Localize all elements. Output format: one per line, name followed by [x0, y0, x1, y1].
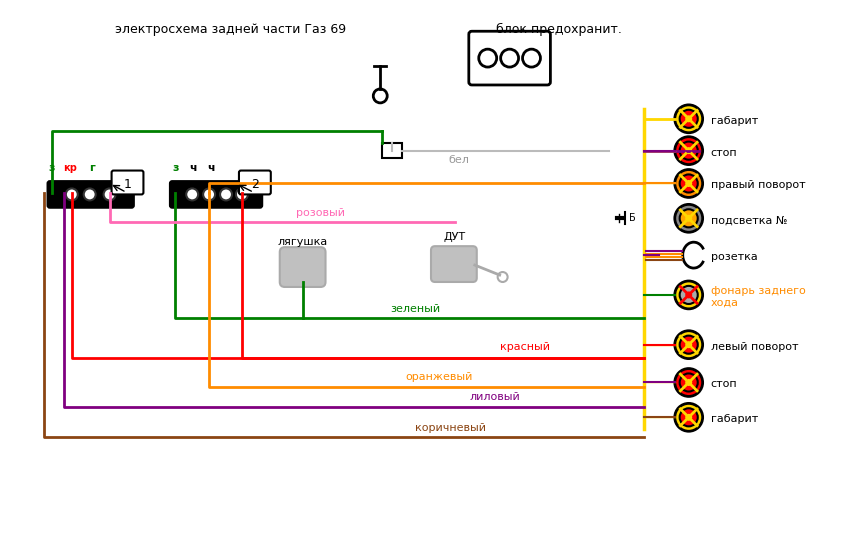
Circle shape	[679, 174, 697, 193]
FancyBboxPatch shape	[468, 31, 550, 85]
Circle shape	[679, 408, 697, 426]
FancyBboxPatch shape	[112, 171, 144, 194]
Text: кр: кр	[63, 162, 77, 172]
Circle shape	[84, 189, 96, 200]
Circle shape	[220, 189, 232, 200]
Text: 1: 1	[124, 178, 132, 191]
Circle shape	[686, 380, 691, 385]
Circle shape	[523, 49, 541, 67]
Circle shape	[203, 189, 215, 200]
Text: ДУТ: ДУТ	[443, 232, 466, 242]
Text: правый поворот: правый поворот	[710, 180, 805, 190]
Text: ч: ч	[208, 162, 215, 172]
Circle shape	[65, 189, 77, 200]
Text: оранжевый: оранжевый	[406, 372, 473, 382]
Text: стоп: стоп	[710, 380, 737, 389]
Text: блок предохранит.: блок предохранит.	[497, 23, 623, 36]
Circle shape	[679, 142, 697, 160]
Circle shape	[679, 335, 697, 354]
Circle shape	[686, 181, 691, 186]
Circle shape	[686, 148, 691, 153]
Circle shape	[479, 49, 497, 67]
Circle shape	[675, 204, 703, 232]
Circle shape	[679, 110, 697, 128]
Circle shape	[679, 286, 697, 304]
Text: лиловый: лиловый	[470, 393, 521, 403]
Text: подсветка №: подсветка №	[710, 215, 787, 225]
Circle shape	[186, 189, 198, 200]
Text: ч: ч	[189, 162, 197, 172]
Circle shape	[374, 89, 387, 103]
Circle shape	[498, 272, 508, 282]
Text: стоп: стоп	[710, 148, 737, 157]
FancyBboxPatch shape	[48, 181, 133, 207]
Circle shape	[686, 116, 691, 122]
FancyBboxPatch shape	[382, 143, 402, 157]
Circle shape	[686, 342, 691, 347]
Circle shape	[675, 281, 703, 309]
Text: 2: 2	[251, 178, 259, 191]
Text: габарит: габарит	[710, 116, 758, 126]
Text: фонарь заднего
хода: фонарь заднего хода	[710, 286, 805, 307]
Text: розовый: розовый	[295, 208, 344, 218]
Circle shape	[675, 368, 703, 396]
Text: з: з	[48, 162, 55, 172]
Text: з: з	[172, 162, 178, 172]
FancyBboxPatch shape	[280, 247, 325, 287]
Text: лягушка: лягушка	[277, 237, 328, 247]
Circle shape	[103, 189, 115, 200]
Text: габарит: габарит	[710, 414, 758, 424]
FancyBboxPatch shape	[431, 246, 477, 282]
Text: электросхема задней части Газ 69: электросхема задней части Газ 69	[115, 23, 347, 36]
Circle shape	[686, 292, 691, 298]
Text: зеленый: зеленый	[390, 304, 440, 314]
Text: бел: бел	[448, 155, 468, 165]
Circle shape	[675, 137, 703, 165]
Text: коричневый: коричневый	[415, 423, 486, 433]
Text: красный: красный	[499, 342, 549, 352]
Text: левый поворот: левый поворот	[710, 342, 798, 352]
Circle shape	[679, 374, 697, 391]
Circle shape	[236, 189, 248, 200]
Text: г: г	[89, 162, 95, 172]
Circle shape	[675, 403, 703, 431]
Text: Б: Б	[629, 213, 635, 223]
Circle shape	[675, 170, 703, 198]
Text: розетка: розетка	[710, 252, 758, 262]
Circle shape	[679, 209, 697, 227]
Circle shape	[500, 49, 518, 67]
Circle shape	[686, 216, 691, 221]
Circle shape	[686, 414, 691, 420]
FancyBboxPatch shape	[170, 181, 262, 207]
Circle shape	[675, 105, 703, 133]
Circle shape	[675, 331, 703, 358]
FancyBboxPatch shape	[239, 171, 271, 194]
